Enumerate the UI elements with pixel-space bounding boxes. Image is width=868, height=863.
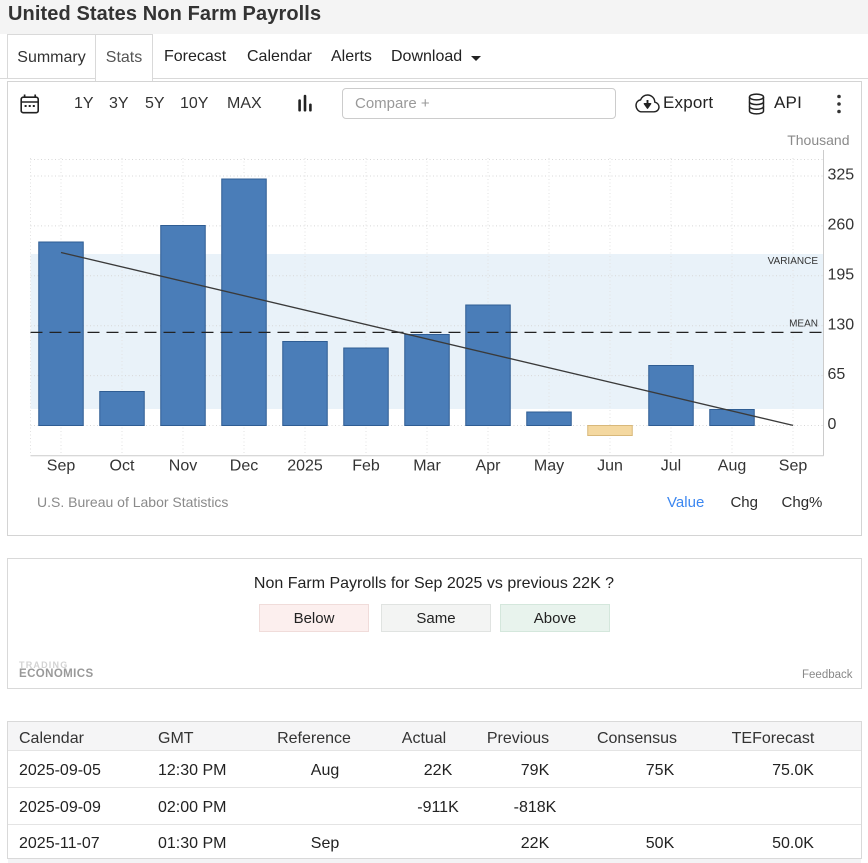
svg-text:Nov: Nov (169, 458, 197, 475)
svg-text:195: 195 (828, 266, 855, 283)
svg-text:Aug: Aug (718, 458, 746, 475)
svg-text:Apr: Apr (476, 458, 502, 475)
svg-text:Chg: Chg (730, 494, 758, 511)
svg-text:Jul: Jul (661, 458, 681, 475)
svg-text:0: 0 (828, 416, 837, 433)
svg-text:Oct: Oct (110, 458, 135, 475)
svg-text:MEAN: MEAN (789, 318, 818, 329)
svg-text:Feb: Feb (352, 458, 380, 475)
svg-text:Dec: Dec (230, 458, 258, 475)
svg-text:65: 65 (828, 366, 846, 383)
svg-text:2025: 2025 (287, 458, 323, 475)
svg-text:VARIANCE: VARIANCE (768, 256, 819, 267)
svg-text:260: 260 (828, 217, 855, 234)
svg-text:Jun: Jun (597, 458, 623, 475)
svg-text:325: 325 (828, 167, 855, 184)
svg-text:Chg%: Chg% (782, 494, 823, 511)
svg-text:Sep: Sep (47, 458, 76, 475)
svg-text:Value: Value (667, 494, 704, 511)
svg-text:Sep: Sep (779, 458, 808, 475)
svg-text:130: 130 (828, 316, 855, 333)
svg-text:May: May (534, 458, 564, 475)
svg-text:Thousand: Thousand (787, 132, 849, 148)
svg-text:Mar: Mar (413, 458, 441, 475)
svg-text:U.S. Bureau of Labor Statistic: U.S. Bureau of Labor Statistics (37, 494, 228, 510)
